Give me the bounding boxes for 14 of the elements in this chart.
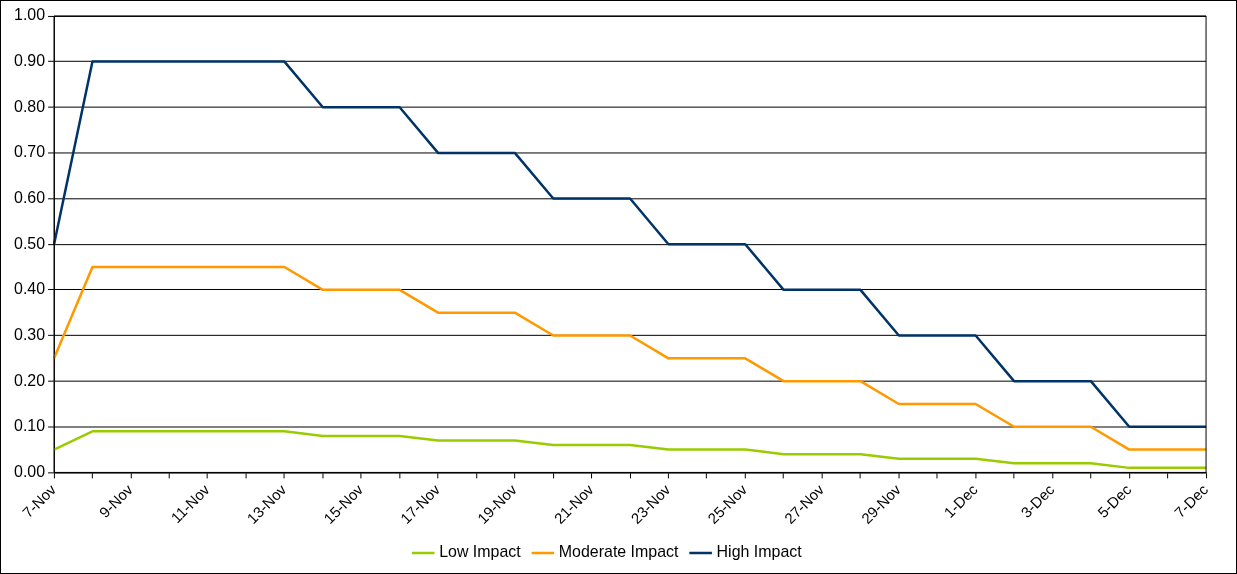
y-tick-label: 0.90 (14, 52, 46, 69)
legend-label: High Impact (716, 543, 803, 561)
legend-label: Low Impact (439, 543, 522, 561)
y-tick-label: 0.20 (14, 371, 46, 389)
y-tick-label: 0.30 (14, 325, 46, 343)
y-tick-label: 0.80 (14, 97, 46, 115)
y-tick-label: 0.70 (14, 143, 46, 161)
y-tick-label: 0.60 (14, 188, 46, 206)
y-tick-label: 0.10 (14, 417, 46, 435)
y-tick-label: 0.40 (14, 280, 46, 298)
y-tick-label: 1.00 (14, 6, 46, 24)
y-tick-label: 0.50 (14, 234, 46, 252)
legend-label: Moderate Impact (558, 543, 680, 561)
y-tick-label: 0.00 (14, 462, 46, 480)
